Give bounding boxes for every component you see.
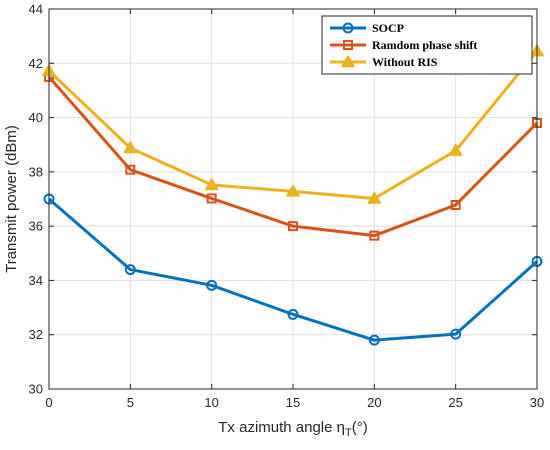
data-point xyxy=(123,141,138,154)
legend: SOCP Ramdom phase shift Without RIS xyxy=(321,15,533,75)
legend-item: Without RIS xyxy=(330,55,438,69)
x-tick-label: 20 xyxy=(367,395,381,410)
y-tick-label: 38 xyxy=(29,164,43,179)
data-point xyxy=(368,334,380,346)
legend-item: SOCP xyxy=(330,21,404,35)
x-tick-label: 0 xyxy=(45,395,52,410)
data-point xyxy=(206,279,218,291)
y-tick-label: 36 xyxy=(29,219,43,234)
data-point xyxy=(369,230,380,241)
data-point xyxy=(124,264,136,276)
data-point xyxy=(206,193,217,204)
x-axis-label: Tx azimuth angle ηT(°) xyxy=(218,419,367,439)
data-point xyxy=(450,328,462,340)
data-point xyxy=(367,191,382,204)
y-tick-label: 34 xyxy=(29,273,43,288)
x-tick-label: 15 xyxy=(286,395,300,410)
ticks: 0 5 10 15 20 25 30 30 32 34 36 38 40 42 44 xyxy=(29,2,545,411)
series-line xyxy=(48,197,538,342)
data-point xyxy=(288,221,298,232)
y-tick-label: 32 xyxy=(29,327,43,342)
legend-label: SOCP xyxy=(372,21,404,35)
series-2 xyxy=(42,44,544,204)
y-tick-label: 30 xyxy=(29,382,43,397)
data-point xyxy=(286,184,300,197)
series-layer xyxy=(42,44,544,346)
x-axis-label-main: Tx azimuth angle η xyxy=(218,419,345,436)
legend-label: Ramdom phase shift xyxy=(372,38,477,52)
x-tick-label: 5 xyxy=(127,395,134,410)
legend-item: Ramdom phase shift xyxy=(330,38,477,52)
data-point xyxy=(125,164,136,175)
x-tick-label: 10 xyxy=(204,395,218,410)
x-tick-label: 30 xyxy=(530,395,544,410)
series-line xyxy=(47,75,539,238)
y-tick-label: 42 xyxy=(29,56,43,71)
series-0 xyxy=(43,193,543,346)
legend-label: Without RIS xyxy=(372,55,438,69)
x-axis-label-subscript: T xyxy=(345,427,352,439)
y-tick-label: 40 xyxy=(29,110,43,125)
y-tick-label: 44 xyxy=(29,2,43,17)
data-point xyxy=(204,178,219,191)
legend-swatch-marker xyxy=(341,55,355,68)
x-axis-label-unit: (°) xyxy=(352,419,368,436)
series-1 xyxy=(44,71,542,241)
data-point xyxy=(450,199,461,210)
data-point xyxy=(287,308,299,320)
data-point xyxy=(448,143,463,156)
legend-swatch-marker xyxy=(343,40,353,50)
y-axis-label: Transmit power (dBm) xyxy=(3,125,20,273)
x-tick-label: 25 xyxy=(448,395,462,410)
legend-swatch-marker xyxy=(342,22,354,34)
